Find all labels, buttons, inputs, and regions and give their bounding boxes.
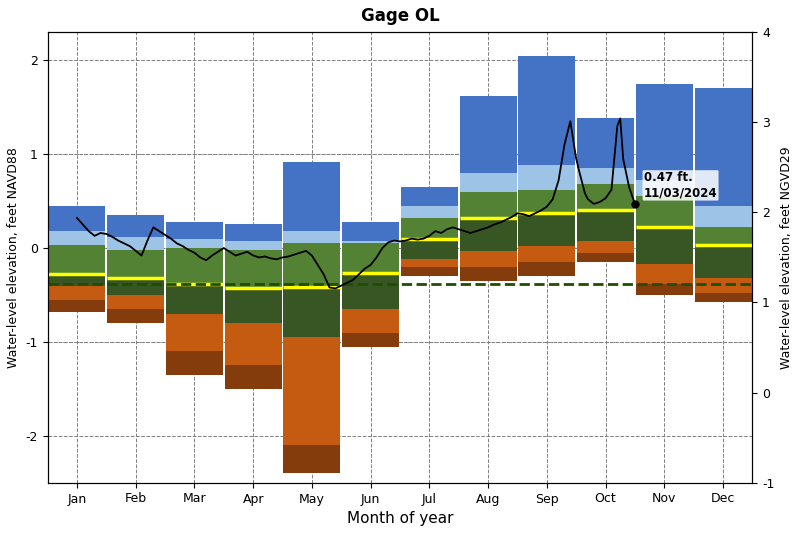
Bar [577, 253, 634, 262]
Y-axis label: Water-level elevation, feet NAVD88: Water-level elevation, feet NAVD88 [7, 147, 20, 368]
Bar [518, 213, 575, 246]
Bar [401, 267, 458, 276]
Bar [107, 278, 164, 295]
Bar [342, 244, 399, 273]
Bar [342, 240, 399, 244]
Bar [166, 239, 223, 248]
Bar [107, 237, 164, 250]
Bar [49, 300, 106, 312]
Bar [636, 228, 693, 264]
Bar [577, 211, 634, 240]
Bar [342, 333, 399, 346]
Bar [694, 206, 751, 228]
Bar [401, 239, 458, 259]
Bar [636, 196, 693, 228]
Bar [166, 248, 223, 284]
Title: Gage OL: Gage OL [361, 7, 439, 25]
Bar [694, 245, 751, 278]
Bar [518, 262, 575, 276]
Bar [342, 309, 399, 333]
Bar [225, 323, 282, 366]
Bar [460, 218, 517, 251]
Bar [49, 231, 106, 245]
Bar [460, 192, 517, 218]
Bar [283, 337, 340, 445]
Bar [225, 366, 282, 389]
Bar [401, 206, 458, 218]
Bar [460, 173, 517, 192]
Bar [225, 288, 282, 323]
Bar [401, 187, 458, 206]
Bar [694, 293, 751, 303]
Bar [636, 84, 693, 180]
Bar [225, 224, 282, 240]
Y-axis label: Water-level elevation, feet NGVD29: Water-level elevation, feet NGVD29 [780, 146, 793, 369]
Bar [460, 251, 517, 267]
Bar [694, 88, 751, 206]
Bar [283, 231, 340, 244]
Bar [166, 314, 223, 351]
Bar [577, 168, 634, 184]
Bar [225, 250, 282, 288]
Bar [49, 206, 106, 231]
Bar [636, 264, 693, 284]
Bar [166, 351, 223, 375]
Bar [49, 245, 106, 274]
Bar [49, 274, 106, 286]
Bar [518, 246, 575, 262]
Bar [401, 218, 458, 239]
Bar [342, 273, 399, 309]
Bar [107, 295, 164, 309]
Bar [694, 278, 751, 293]
Bar [283, 161, 340, 231]
Bar [577, 184, 634, 211]
Bar [166, 222, 223, 239]
Bar [518, 190, 575, 213]
Bar [518, 55, 575, 165]
Bar [460, 96, 517, 173]
Bar [342, 222, 399, 240]
Bar [166, 284, 223, 314]
Bar [518, 165, 575, 190]
Bar [283, 244, 340, 287]
Text: 0.47 ft.
11/03/2024: 0.47 ft. 11/03/2024 [644, 172, 718, 199]
Bar [107, 309, 164, 323]
Bar [283, 445, 340, 473]
Bar [107, 250, 164, 278]
Bar [694, 228, 751, 245]
Bar [401, 259, 458, 267]
Bar [460, 267, 517, 281]
Bar [636, 284, 693, 295]
Bar [283, 287, 340, 337]
Bar [225, 240, 282, 250]
Bar [107, 215, 164, 237]
Bar [636, 180, 693, 196]
Bar [49, 286, 106, 300]
X-axis label: Month of year: Month of year [346, 511, 454, 526]
Bar [577, 240, 634, 253]
Bar [577, 118, 634, 168]
